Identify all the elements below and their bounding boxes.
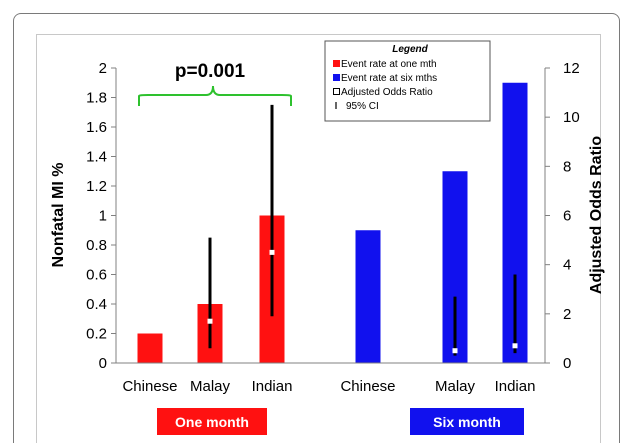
group-label-one-month: One month	[157, 408, 267, 435]
legend-swatch-six-month	[333, 74, 340, 81]
legend-swatch-odds-ratio	[333, 88, 340, 95]
significance-bracket	[138, 85, 292, 106]
left-tick-label: 0	[99, 355, 107, 372]
left-tick-label: 1.8	[86, 90, 107, 107]
legend-box	[324, 40, 491, 122]
group-label-six-month: Six month	[410, 408, 524, 435]
left-tick-label: 0.4	[86, 296, 107, 313]
right-tick-label: 12	[563, 60, 580, 77]
left-tick-label: 2	[99, 60, 107, 77]
right-tick-label: 2	[563, 306, 571, 323]
category-label-indian: Indian	[252, 378, 293, 395]
right-axis-title: Adjusted Odds Ratio	[588, 136, 605, 294]
confidence-intervals	[207, 104, 518, 356]
bar-one-month-chinese	[137, 333, 163, 363]
odds-ratio-point-six-month-indian	[512, 343, 518, 349]
category-labels: Chinese Malay Indian Chinese Malay Indian	[122, 378, 535, 395]
right-axis-ticks: 0 2 4 6 8 10 12	[545, 60, 580, 372]
odds-ratio-point-one-month-indian	[269, 249, 275, 255]
legend: Legend Event rate at one mth Event rate …	[324, 40, 491, 122]
category-label-indian: Indian	[495, 378, 536, 395]
legend-swatch-one-month	[333, 60, 340, 67]
figure-frame	[13, 13, 620, 443]
right-tick-label: 0	[563, 355, 571, 372]
group-label-six-month-text: Six month	[433, 414, 501, 430]
right-tick-label: 6	[563, 208, 571, 225]
left-tick-label: 0.6	[86, 267, 107, 284]
group-label-one-month-text: One month	[175, 414, 249, 430]
group-label-six-month-bg	[410, 408, 524, 435]
legend-item-six-month: Event rate at six mths	[341, 73, 437, 84]
p-value-annotation: p=0.001	[175, 61, 246, 82]
category-label-malay: Malay	[190, 378, 231, 395]
left-tick-label: 0.8	[86, 237, 107, 254]
left-tick-label: 1.4	[86, 149, 107, 166]
group-label-one-month-bg	[157, 408, 267, 435]
left-tick-label: 1.2	[86, 178, 107, 195]
right-tick-label: 10	[563, 109, 580, 126]
left-tick-label: 1.6	[86, 119, 107, 136]
odds-ratio-point-six-month-malay	[452, 348, 458, 354]
left-tick-label: 1	[99, 208, 107, 225]
category-label-chinese: Chinese	[340, 378, 395, 395]
legend-item-ci: 95% CI	[346, 101, 379, 112]
right-tick-label: 4	[563, 257, 571, 274]
category-label-chinese: Chinese	[122, 378, 177, 395]
right-tick-label: 8	[563, 158, 571, 175]
bars	[137, 82, 528, 363]
bar-six-month-chinese	[355, 230, 381, 363]
left-axis-ticks: 0 0.2 0.4 0.6 0.8 1 1.2 1.4 1.6 1.8 2	[86, 60, 116, 372]
legend-item-one-month: Event rate at one mth	[341, 59, 437, 70]
left-axis-title: Nonfatal MI %	[50, 163, 67, 268]
left-tick-label: 0.2	[86, 326, 107, 343]
category-label-malay: Malay	[435, 378, 476, 395]
odds-ratio-point-one-month-malay	[207, 318, 213, 324]
legend-item-odds-ratio: Adjusted Odds Ratio	[341, 87, 433, 98]
legend-title: Legend	[392, 44, 428, 55]
